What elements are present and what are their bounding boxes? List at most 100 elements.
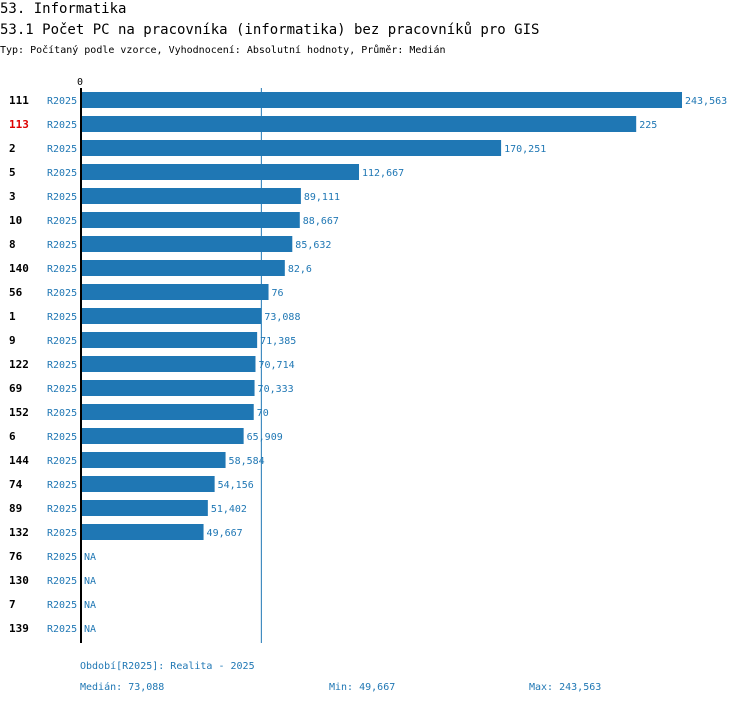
row-id-label: 139 xyxy=(9,622,29,635)
bar-value-label: 70,714 xyxy=(258,360,294,371)
bar xyxy=(81,332,258,348)
row-series-label: R2025 xyxy=(47,408,77,419)
bar xyxy=(81,260,285,276)
bar xyxy=(81,380,255,396)
row-series-label: R2025 xyxy=(47,552,77,563)
bar xyxy=(81,236,293,252)
bar-value-label: 51,402 xyxy=(211,504,247,515)
row-id-label: 76 xyxy=(9,550,23,563)
row-id-label: 132 xyxy=(9,526,29,539)
bar xyxy=(81,524,204,540)
bar xyxy=(81,452,226,468)
bar-value-label: 65,909 xyxy=(247,432,283,443)
chart-title: 53.1 Počet PC na pracovníka (informatika… xyxy=(0,22,540,38)
bar-value-label: 112,667 xyxy=(362,168,404,179)
row-series-label: R2025 xyxy=(47,216,77,227)
row-series-label: R2025 xyxy=(47,504,77,515)
bar-value-label: 70,333 xyxy=(258,384,294,395)
row-id-label: 111 xyxy=(9,94,29,107)
footer-median-label: Medián: xyxy=(80,682,123,693)
bar xyxy=(81,356,256,372)
bar-value-label: NA xyxy=(84,576,96,587)
row-id-label: 152 xyxy=(9,406,29,419)
row-series-label: R2025 xyxy=(47,600,77,611)
bar-value-label: NA xyxy=(84,624,96,635)
row-series-label: R2025 xyxy=(47,456,77,467)
row-series-label: R2025 xyxy=(47,120,77,131)
footer-period-text: Období[R2025]: Realita - 2025 xyxy=(80,661,255,672)
bar xyxy=(81,308,262,324)
bar xyxy=(81,428,244,444)
bar-value-label: 225 xyxy=(639,120,657,131)
row-id-label: 8 xyxy=(9,238,16,251)
footer-max: Max: 243,563 xyxy=(529,681,601,694)
bar-value-label: 170,251 xyxy=(504,144,546,155)
row-id-label: 6 xyxy=(9,430,16,443)
row-id-label: 89 xyxy=(9,502,22,515)
bar xyxy=(81,140,502,156)
bar-value-label: 58,584 xyxy=(229,456,265,467)
bar-value-label: 54,156 xyxy=(218,480,254,491)
bar xyxy=(81,284,269,300)
row-id-label: 144 xyxy=(9,454,29,467)
bar xyxy=(81,92,682,108)
bar xyxy=(81,404,254,420)
bar-value-label: 82,6 xyxy=(288,264,312,275)
section-title: 53. Informatika xyxy=(0,1,127,17)
row-series-label: R2025 xyxy=(47,168,77,179)
row-id-label: 5 xyxy=(9,166,16,179)
row-series-label: R2025 xyxy=(47,336,77,347)
bar xyxy=(81,116,637,132)
row-id-label: 1 xyxy=(9,310,16,323)
footer-median: Medián: 73,088 xyxy=(80,681,164,694)
row-id-label: 56 xyxy=(9,286,23,299)
footer-max-label: Max: xyxy=(529,682,554,693)
row-series-label: R2025 xyxy=(47,96,77,107)
bar xyxy=(81,476,215,492)
bar-value-label: 89,111 xyxy=(304,192,340,203)
bar-value-label: NA xyxy=(84,552,96,563)
chart-subtitle: Typ: Počítaný podle vzorce, Vyhodnocení:… xyxy=(0,45,446,56)
bar-value-label: 88,667 xyxy=(303,216,339,227)
row-id-label: 113 xyxy=(9,118,29,131)
footer-max-value: 243,563 xyxy=(559,682,602,693)
row-series-label: R2025 xyxy=(47,312,77,323)
footer-min-value: 49,667 xyxy=(359,682,396,693)
row-series-label: R2025 xyxy=(47,624,77,635)
row-series-label: R2025 xyxy=(47,288,77,299)
row-series-label: R2025 xyxy=(47,360,77,371)
bar xyxy=(81,212,300,228)
row-id-label: 9 xyxy=(9,334,16,347)
row-series-label: R2025 xyxy=(47,240,77,251)
row-id-label: 140 xyxy=(9,262,29,275)
row-id-label: 130 xyxy=(9,574,29,587)
bar-value-label: 71,385 xyxy=(260,336,296,347)
bar xyxy=(81,164,360,180)
row-series-label: R2025 xyxy=(47,264,77,275)
row-series-label: R2025 xyxy=(47,192,77,203)
bar-value-label: 70 xyxy=(257,408,269,419)
row-id-label: 69 xyxy=(9,382,22,395)
footer-min-label: Min: xyxy=(329,682,354,693)
row-id-label: 74 xyxy=(9,478,23,491)
row-series-label: R2025 xyxy=(47,480,77,491)
bar-value-label: 73,088 xyxy=(264,312,300,323)
row-id-label: 2 xyxy=(9,142,16,155)
row-id-label: 122 xyxy=(9,358,29,371)
row-series-label: R2025 xyxy=(47,528,77,539)
axis-zero-label: 0 xyxy=(77,77,83,88)
bar-value-label: 85,632 xyxy=(295,240,331,251)
bar xyxy=(81,500,208,516)
row-series-label: R2025 xyxy=(47,144,77,155)
row-series-label: R2025 xyxy=(47,576,77,587)
footer-period: Období[R2025]: Realita - 2025 xyxy=(80,660,255,673)
bar-value-label: NA xyxy=(84,600,96,611)
row-id-label: 10 xyxy=(9,214,22,227)
row-id-label: 3 xyxy=(9,190,16,203)
bar-value-label: 76 xyxy=(272,288,284,299)
row-id-label: 7 xyxy=(9,598,16,611)
footer-min: Min: 49,667 xyxy=(329,681,395,694)
footer-median-value: 73,088 xyxy=(128,682,165,693)
row-series-label: R2025 xyxy=(47,384,77,395)
